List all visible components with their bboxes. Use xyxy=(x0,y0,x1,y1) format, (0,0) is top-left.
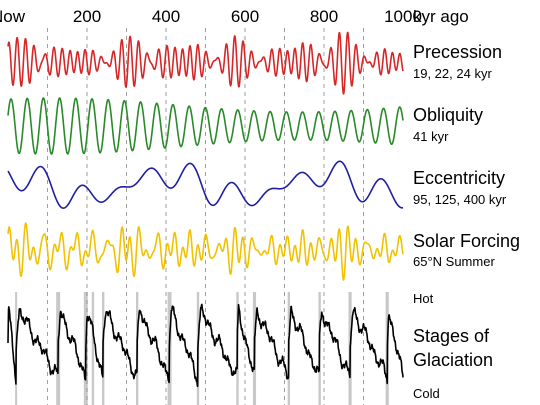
x-tick-label: 200 xyxy=(73,7,101,26)
interglacial-band xyxy=(91,292,95,405)
glaciation-scale-top: Hot xyxy=(413,291,434,306)
series-name-glaciation-line1: Stages of xyxy=(413,326,490,346)
obliquity-curve xyxy=(7,97,404,155)
series-curves xyxy=(7,31,404,388)
series-name-eccentricity: Eccentricity xyxy=(413,168,505,188)
series-name-solar-forcing: Solar Forcing xyxy=(413,231,520,251)
precession-curve xyxy=(7,31,404,95)
x-axis-ticks: Now 200 400 600 800 1000 xyxy=(0,7,422,26)
x-tick-label: 1000 xyxy=(384,7,422,26)
series-detail-obliquity: 41 kyr xyxy=(413,129,449,144)
x-tick-label: 800 xyxy=(310,7,338,26)
eccentricity-curve xyxy=(7,160,404,209)
solar-forcing-curve xyxy=(7,222,404,281)
series-detail-precession: 19, 22, 24 kyr xyxy=(413,66,492,81)
series-detail-solar-forcing: 65°N Summer xyxy=(413,254,495,269)
x-axis-unit-label: kyr ago xyxy=(413,7,469,26)
time-gridlines xyxy=(47,28,364,405)
series-name-glaciation-line2: Glaciation xyxy=(413,350,493,370)
series-name-precession: Precession xyxy=(413,42,502,62)
glaciation-scale-bottom: Cold xyxy=(413,386,440,401)
x-tick-label: Now xyxy=(0,7,26,26)
x-tick-label: 600 xyxy=(231,7,259,26)
glaciation-curve xyxy=(7,303,404,388)
series-detail-eccentricity: 95, 125, 400 kyr xyxy=(413,192,507,207)
series-name-obliquity: Obliquity xyxy=(413,105,483,125)
x-tick-label: 400 xyxy=(152,7,180,26)
